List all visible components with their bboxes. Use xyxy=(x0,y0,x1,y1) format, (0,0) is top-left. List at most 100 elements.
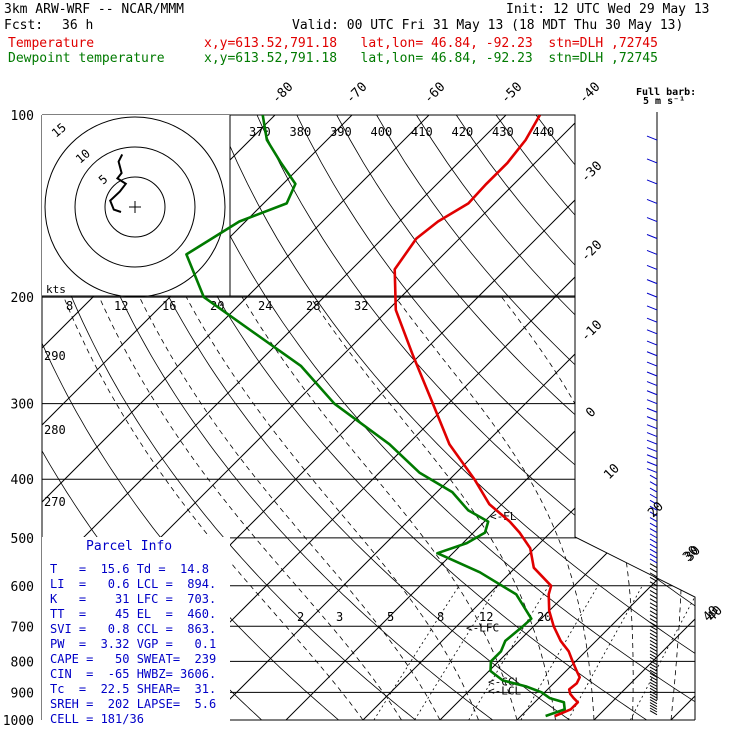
wind-barb xyxy=(646,292,658,298)
dry-adiabat xyxy=(735,115,740,720)
wind-barb-legend-title: Full barb: xyxy=(636,87,696,98)
wind-barb xyxy=(649,707,658,713)
wind-barb xyxy=(649,614,658,620)
wind-barb xyxy=(646,135,658,141)
dry-adiabat xyxy=(336,115,695,720)
legend-temperature-info: x,y=613.52,791.18 lat,lon= 46.84, -92.23… xyxy=(204,36,658,51)
parcel-row: T = 15.6 Td = 14.8 xyxy=(50,562,209,576)
wind-barb xyxy=(649,669,658,675)
wind-barb xyxy=(646,329,658,335)
wind-barb-legend-value: 5 m s⁻¹ xyxy=(643,96,685,107)
theta-label: 410 xyxy=(411,125,433,139)
pressure-label: 900 xyxy=(11,686,34,701)
wind-barb xyxy=(646,340,658,346)
hodograph-speed-tick: 8 xyxy=(66,299,73,313)
parcel-info-title: Parcel Info xyxy=(86,539,173,554)
wind-barb xyxy=(649,499,658,505)
wind-barb xyxy=(649,548,658,554)
wind-barb xyxy=(649,606,658,612)
mixing-ratio-line xyxy=(373,585,460,720)
isotherm-label: 0 xyxy=(583,405,599,421)
wind-barb xyxy=(646,439,658,445)
hodograph-speed-tick: 16 xyxy=(162,299,176,313)
dry-adiabat xyxy=(42,115,416,720)
wind-barb xyxy=(646,249,658,255)
dry-adiabat xyxy=(655,115,695,720)
wind-barb xyxy=(649,576,658,582)
parcel-row: LI = 0.6 LCL = 894. xyxy=(50,577,217,591)
hodograph-speed-unit: kts xyxy=(46,283,66,296)
parcel-row: PW = 3.32 VGP = 0.1 xyxy=(50,637,217,651)
wind-barb xyxy=(649,653,658,659)
moist-adiabat xyxy=(98,296,402,720)
wind-barb xyxy=(646,351,658,357)
moist-adiabat xyxy=(710,297,740,720)
mixing-ratio-line xyxy=(630,585,695,720)
valid-time: Valid: 00 UTC Fri 31 May 13 (18 MDT Thu … xyxy=(292,18,684,33)
pressure-label: 100 xyxy=(11,109,34,124)
wind-barb xyxy=(649,543,658,549)
wind-barb xyxy=(649,563,658,569)
wind-barb xyxy=(649,567,658,573)
theta-label: 400 xyxy=(371,125,393,139)
isotherm-line xyxy=(208,115,695,720)
wind-barb xyxy=(649,639,658,645)
theta-label: 440 xyxy=(533,125,555,139)
moist-adiabat xyxy=(185,296,479,720)
wind-barb xyxy=(649,481,658,487)
wind-barb xyxy=(649,690,658,696)
wind-barb xyxy=(649,505,658,511)
wind-barb xyxy=(649,474,658,480)
wind-barb xyxy=(649,602,658,608)
legend-temperature-name: Temperature xyxy=(8,36,95,51)
wind-barb xyxy=(646,317,658,323)
hodograph-ring xyxy=(44,116,226,298)
parcel-row: K = 31 LFC = 703. xyxy=(50,592,217,606)
model-title: 3km ARW-WRF -- NCAR/MMM xyxy=(4,2,185,17)
wind-barb xyxy=(649,528,658,534)
wind-barb xyxy=(649,632,658,638)
pressure-label: 300 xyxy=(11,398,34,413)
wind-barb xyxy=(646,217,658,222)
wind-barb xyxy=(646,461,658,467)
wind-barb xyxy=(649,621,658,627)
wind-barb xyxy=(649,553,658,559)
pressure-label: 400 xyxy=(11,473,34,488)
moist-adiabat xyxy=(241,296,518,720)
dry-adiabat xyxy=(695,115,740,720)
wind-barb xyxy=(646,179,658,185)
hodograph-ring xyxy=(74,146,196,268)
dewpoint-profile xyxy=(185,115,567,718)
wind-barb xyxy=(646,198,658,204)
wind-barb xyxy=(649,663,658,669)
mixing-ratio-label: 5 xyxy=(387,610,394,624)
dry-adiabat xyxy=(216,115,695,720)
isotherm-line xyxy=(362,115,695,720)
isotherm-line xyxy=(42,115,430,720)
hodograph-speed-tick: 12 xyxy=(114,299,128,313)
theta-label: 420 xyxy=(452,125,474,139)
pressure-label: 800 xyxy=(11,655,34,670)
mixing-ratio-label: 12 xyxy=(479,610,493,624)
wind-barb xyxy=(649,710,658,716)
theta-label: 280 xyxy=(44,423,66,437)
parcel-row: CAPE = 50 SWEAT= 239 xyxy=(50,652,217,666)
wind-barb xyxy=(649,704,658,710)
wind-barb xyxy=(649,660,658,666)
init-time: Init: 12 UTC Wed 29 May 13 xyxy=(506,2,710,17)
hodograph-background xyxy=(42,115,230,296)
theta-label: 430 xyxy=(492,125,514,139)
wind-barb xyxy=(646,305,658,311)
isotherm-line xyxy=(42,115,507,720)
wind-barb xyxy=(649,681,658,687)
wind-barb xyxy=(646,279,658,285)
isotherm-label: -10 xyxy=(578,318,605,345)
dry-adiabat xyxy=(137,115,647,720)
isotherm-label: -40 xyxy=(576,80,603,107)
parcel-row: CELL = 181/36 xyxy=(50,712,144,726)
hodograph-ring xyxy=(104,176,166,238)
mixing-ratio-line xyxy=(567,585,643,720)
isotherm-label: -30 xyxy=(578,159,605,186)
wind-barb xyxy=(649,646,658,652)
wind-barb xyxy=(649,666,658,672)
